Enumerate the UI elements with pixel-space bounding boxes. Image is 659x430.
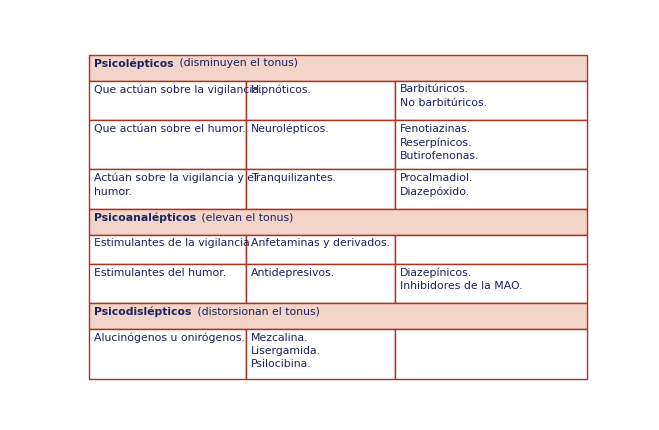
Bar	[395, 121, 587, 170]
Text: Hipnóticos.: Hipnóticos.	[250, 84, 312, 95]
Text: (disminuyen el tonus): (disminuyen el tonus)	[176, 58, 298, 68]
Bar	[395, 170, 587, 209]
Text: Estimulantes del humor.: Estimulantes del humor.	[94, 267, 226, 277]
Text: Mezcalina.
Lisergamida.
Psilocibina.: Mezcalina. Lisergamida. Psilocibina.	[250, 332, 321, 369]
Bar	[88, 329, 246, 379]
Text: Fenotiazinas.
Reserpínicos.
Butirofenonas.: Fenotiazinas. Reserpínicos. Butirofenona…	[400, 123, 480, 160]
Bar	[88, 121, 246, 170]
Bar	[88, 170, 246, 209]
Bar	[88, 264, 246, 304]
Text: Que actúan sobre el humor.: Que actúan sobre el humor.	[94, 123, 245, 133]
Text: Psicolépticos: Psicolépticos	[94, 58, 173, 69]
Bar	[395, 264, 587, 304]
Bar	[246, 235, 395, 264]
Text: (elevan el tonus): (elevan el tonus)	[198, 212, 294, 222]
Bar	[88, 82, 246, 121]
Text: Barbitúricos.
No barbitúricos.: Barbitúricos. No barbitúricos.	[400, 84, 487, 108]
Text: Neurolépticos.: Neurolépticos.	[250, 123, 330, 134]
Text: Diazepínicos.
Inhibidores de la MAO.: Diazepínicos. Inhibidores de la MAO.	[400, 267, 523, 291]
Text: Psicodislépticos: Psicodislépticos	[94, 306, 191, 316]
Bar	[246, 170, 395, 209]
Bar	[246, 82, 395, 121]
Text: (distorsionan el tonus): (distorsionan el tonus)	[194, 306, 320, 316]
Text: Tranquilizantes.: Tranquilizantes.	[250, 172, 335, 183]
Bar	[246, 329, 395, 379]
Bar	[395, 235, 587, 264]
Text: Psicoanalépticos: Psicoanalépticos	[94, 212, 196, 222]
Bar	[395, 329, 587, 379]
Text: Antidepresivos.: Antidepresivos.	[250, 267, 335, 277]
Bar	[88, 235, 246, 264]
Text: Anfetaminas y derivados.: Anfetaminas y derivados.	[250, 238, 389, 248]
Bar	[88, 55, 587, 82]
Bar	[395, 82, 587, 121]
Bar	[246, 121, 395, 170]
Bar	[88, 209, 587, 235]
Bar	[246, 264, 395, 304]
Text: Que actúan sobre la vigilancia.: Que actúan sobre la vigilancia.	[94, 84, 262, 95]
Text: Alucinógenos u onirógenos.: Alucinógenos u onirógenos.	[94, 332, 244, 343]
Text: Procalmadiol.
Diazepóxido.: Procalmadiol. Diazepóxido.	[400, 172, 474, 197]
Bar	[88, 304, 587, 329]
Text: Estimulantes de la vigilancia.: Estimulantes de la vigilancia.	[94, 238, 253, 248]
Text: Actúan sobre la vigilancia y el
humor.: Actúan sobre la vigilancia y el humor.	[94, 172, 256, 196]
